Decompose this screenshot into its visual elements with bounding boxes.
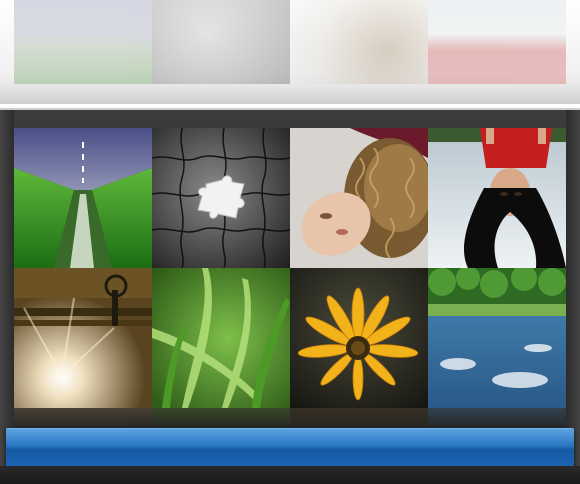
frame-right-edge: [566, 110, 580, 484]
photo-tile-road[interactable]: [14, 128, 152, 268]
red-top-woman-image: [428, 128, 566, 268]
photo-tile-curly-hair-woman[interactable]: [290, 128, 428, 268]
faded-red-top-thumbnail: [428, 0, 566, 84]
reflected-lake-image: [428, 268, 566, 408]
reflection-green-grass: [152, 408, 290, 430]
photo-tile-sunlit-wood[interactable]: [14, 268, 152, 408]
reflection-yellow-flower: [290, 408, 428, 430]
top-reflection-strip: [0, 0, 580, 104]
faded-curly-hair-thumbnail: [290, 0, 428, 84]
photo-tile-yellow-flower[interactable]: [290, 268, 428, 408]
faded-puzzle-thumbnail: [152, 0, 290, 84]
photo-grid: [14, 128, 566, 408]
frame-left-edge: [0, 110, 14, 484]
photo-tile-green-grass[interactable]: [152, 268, 290, 408]
photo-tile-puzzle[interactable]: [152, 128, 290, 268]
faded-road-thumbnail: [14, 0, 152, 84]
caption-bar: [6, 428, 574, 467]
sunlit-wood-image: [14, 268, 152, 408]
faded-thumbnail-row: [14, 0, 566, 84]
top-shelf: [0, 84, 580, 104]
road-image: [14, 128, 152, 268]
reflection-sunlit-wood: [14, 408, 152, 430]
bottom-shade: [0, 466, 580, 484]
yellow-flower-image: [290, 268, 428, 408]
curly-hair-woman-image: [290, 128, 428, 268]
photo-tile-reflected-lake[interactable]: [428, 268, 566, 408]
green-grass-image: [152, 268, 290, 408]
photo-tile-red-top-woman[interactable]: [428, 128, 566, 268]
grid-reflection: [14, 408, 566, 430]
reflection-reflected-lake: [428, 408, 566, 430]
puzzle-image: [152, 128, 290, 268]
